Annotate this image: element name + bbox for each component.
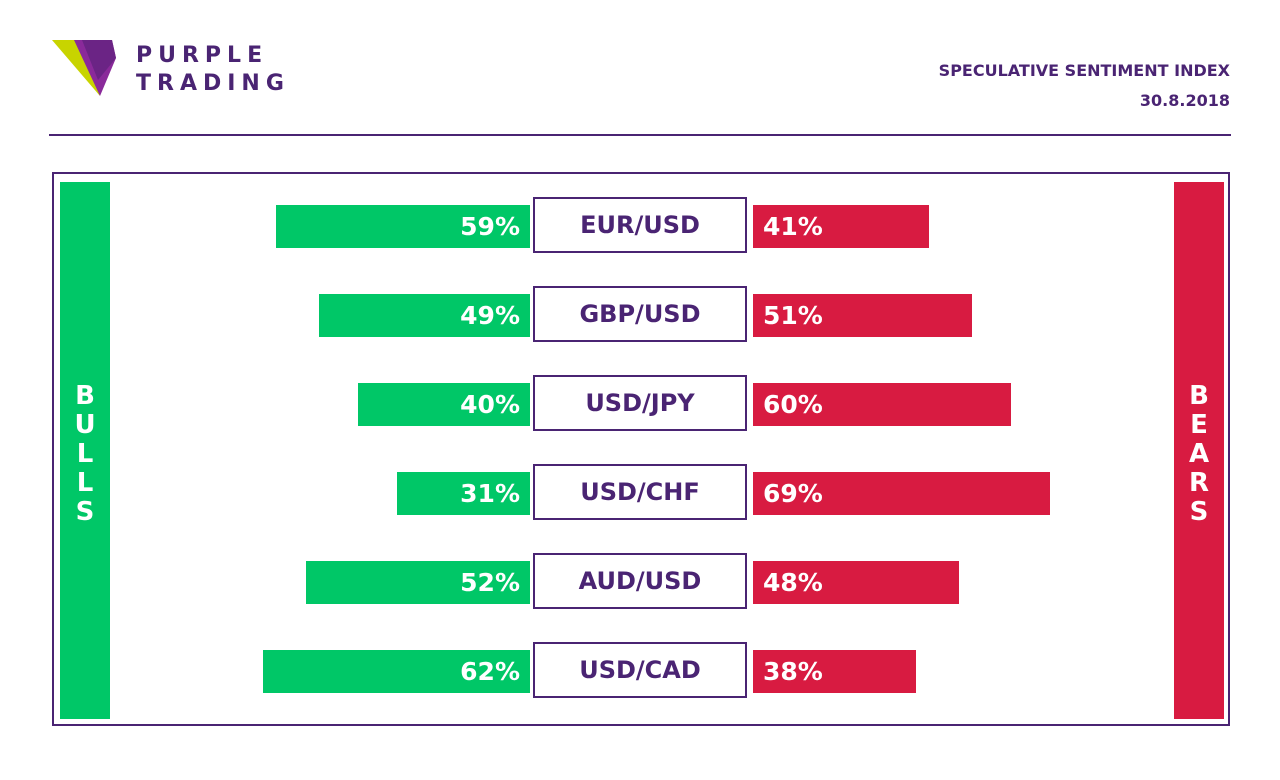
bear-value-label: 41%: [763, 212, 823, 241]
bears-letter: B: [1189, 381, 1209, 411]
report-title: SPECULATIVE SENTIMENT INDEX: [938, 61, 1230, 80]
bulls-letter: B: [75, 381, 95, 411]
brand-line-1: PURPLE: [136, 43, 269, 68]
bear-value-label: 51%: [763, 301, 823, 330]
currency-pair-label: USD/CHF: [533, 464, 747, 520]
bull-value-label: 62%: [460, 657, 520, 686]
bull-value-label: 59%: [460, 212, 520, 241]
bulls-letter: L: [76, 439, 94, 469]
bull-bar: [276, 205, 530, 248]
bear-bar: [753, 383, 1011, 426]
bull-value-label: 52%: [460, 568, 520, 597]
currency-pair-label: AUD/USD: [533, 553, 747, 609]
bears-letter: E: [1190, 410, 1208, 440]
bull-value-label: 40%: [460, 390, 520, 419]
bear-bar: [753, 650, 917, 693]
currency-pair-label: USD/CAD: [533, 642, 747, 698]
bull-bar: [306, 561, 530, 604]
bear-value-label: 69%: [763, 479, 823, 508]
currency-pair-label: USD/JPY: [533, 375, 747, 431]
bear-bar: [753, 294, 973, 337]
bear-bar: [753, 205, 930, 248]
bull-bar: [319, 294, 530, 337]
bull-bar: [263, 650, 530, 693]
bear-value-label: 48%: [763, 568, 823, 597]
bear-bar: [753, 561, 960, 604]
header-divider: [49, 134, 1231, 136]
bulls-letter: U: [74, 410, 96, 440]
report-date: 30.8.2018: [1139, 91, 1230, 110]
report-header: SPECULATIVE SENTIMENT INDEX 30.8.2018: [939, 56, 1230, 116]
bear-bar: [753, 472, 1050, 515]
brand-name: PURPLE TRADING: [136, 42, 290, 98]
bulls-letter: L: [76, 468, 94, 498]
bull-bar: [396, 472, 530, 515]
bears-letter: A: [1188, 439, 1210, 469]
bear-value-label: 60%: [763, 390, 823, 419]
bull-bar: [358, 383, 530, 426]
bull-value-label: 49%: [460, 301, 520, 330]
bears-letter: R: [1188, 468, 1210, 498]
bears-letter: S: [1189, 497, 1209, 527]
bear-value-label: 38%: [763, 657, 823, 686]
currency-pair-label: EUR/USD: [533, 197, 747, 253]
currency-pair-label: GBP/USD: [533, 286, 747, 342]
bulls-letter: S: [75, 497, 95, 527]
brand-logo: PURPLE TRADING: [52, 40, 312, 100]
purple-trading-logo-icon: [52, 40, 116, 96]
bull-value-label: 31%: [460, 479, 520, 508]
brand-line-2: TRADING: [136, 71, 290, 96]
